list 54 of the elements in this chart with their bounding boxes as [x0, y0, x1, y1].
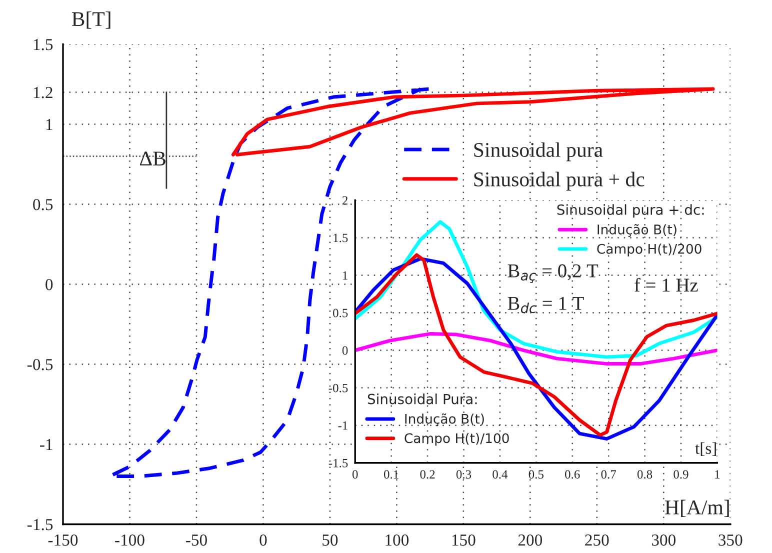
- x-tick-label: 0: [260, 534, 267, 546]
- x-tick-label: -150: [48, 534, 78, 546]
- y-tick-label: 1.5: [34, 39, 53, 50]
- y-tick-label: 0.5: [333, 308, 348, 318]
- y-tick-label: 1.5: [334, 234, 348, 242]
- line-series: [355, 332, 718, 366]
- annotation: B$_{aç}$ = 0,2 T: [508, 264, 598, 284]
- legend-label: Indução B(t): [405, 413, 484, 426]
- x-tick-label: 0.7: [601, 470, 616, 479]
- y-tick-label: -1: [40, 439, 52, 450]
- x-tick-label: 0.8: [637, 470, 652, 479]
- x-tick-label: 1: [715, 470, 720, 478]
- x-tick-label: 100: [386, 534, 409, 546]
- x-tick-label: 0.3: [456, 470, 472, 479]
- x-tick-label: 50: [322, 534, 338, 546]
- y-tick-label: 2: [342, 196, 348, 205]
- y-tick-label: 1: [343, 271, 348, 280]
- annotation: f = 1 Hz: [634, 278, 698, 292]
- annotation: B$_{dc}$ = 1 T: [508, 296, 584, 314]
- legend-label: Campo H(t)/100: [404, 432, 509, 446]
- y-tick-label: 0.5: [33, 198, 53, 210]
- y-tick-label: -0.5: [28, 358, 53, 370]
- x-axis-title: t[s]: [695, 442, 716, 456]
- x-axis-title: H[A/m]: [665, 500, 729, 518]
- y-tick-label: -1.5: [28, 519, 53, 530]
- y-tick-label: -1.5: [328, 458, 348, 468]
- x-tick-label: 0.2: [420, 470, 435, 479]
- legend-label: Indução B(t): [598, 224, 676, 237]
- y-axis-title: B[T]: [72, 11, 110, 29]
- x-tick-label: 0.4: [492, 470, 508, 479]
- x-tick-label: 0.1: [384, 470, 398, 479]
- x-tick-label: 350: [718, 534, 742, 546]
- x-tick-label: 250: [585, 534, 609, 546]
- x-tick-label: -100: [115, 534, 144, 546]
- y-tick-label: 1: [46, 119, 52, 130]
- legend-title: Sinusoidal pura + dc:: [557, 204, 704, 218]
- x-tick-label: 200: [518, 534, 542, 546]
- x-tick-label: 300: [652, 534, 676, 546]
- legend-label: Sinusoidal pura + dc: [474, 172, 644, 191]
- legend-label: Campo H(t)/200: [597, 244, 702, 256]
- legend-label: Sinusoidal pura: [474, 142, 603, 162]
- x-tick-label: 0: [352, 470, 358, 479]
- x-tick-label: 150: [452, 534, 476, 546]
- annotation: Sinusoidal Pura:: [368, 394, 477, 404]
- x-tick-label: 0.5: [528, 470, 544, 479]
- y-tick-label: 0: [46, 278, 53, 290]
- y-tick-label: 0: [342, 346, 348, 355]
- x-tick-label: 0.6: [565, 470, 580, 479]
- y-tick-label: 1.2: [34, 86, 52, 98]
- annotation: ΔB: [140, 152, 166, 166]
- x-tick-label: -50: [186, 534, 207, 546]
- y-tick-label: -0.5: [328, 384, 348, 392]
- y-tick-label: -1: [338, 421, 348, 430]
- x-tick-label: 0.9: [674, 470, 688, 479]
